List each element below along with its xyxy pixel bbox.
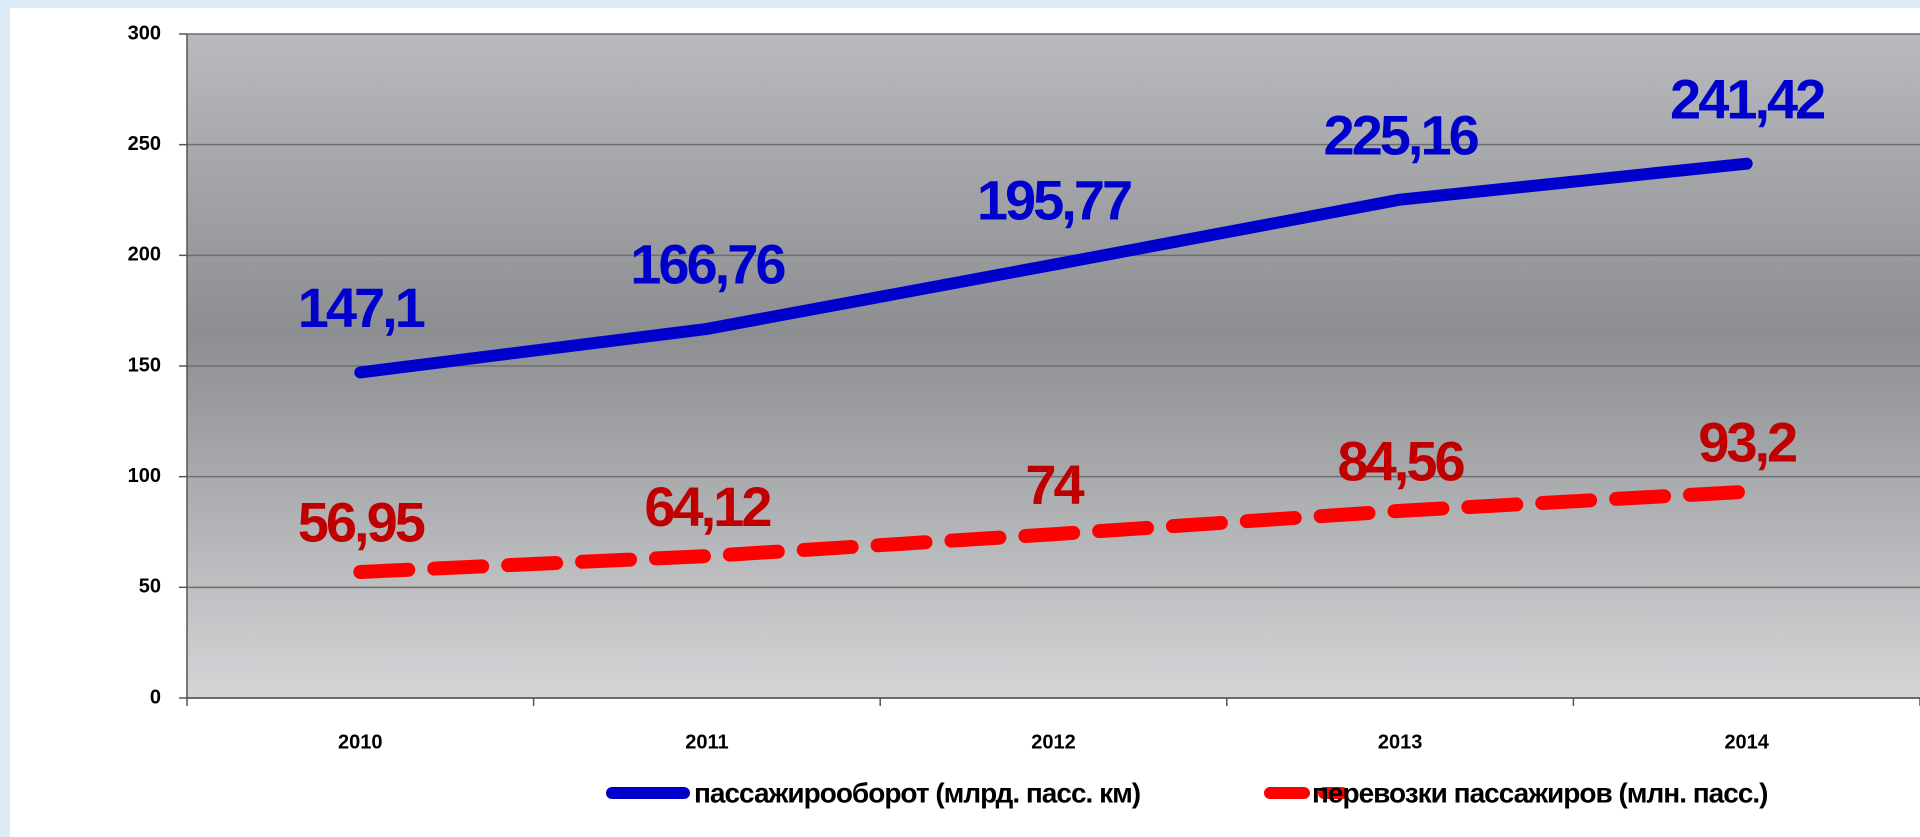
x-tick-label: 2012	[1031, 731, 1076, 753]
data-label: 84,56	[1338, 430, 1465, 493]
data-label: 147,1	[298, 276, 425, 339]
series-line	[354, 157, 1753, 379]
data-label: 74	[1025, 453, 1084, 516]
legend-label: пассажирооборот (млрд. пасс. км)	[694, 777, 1140, 808]
data-label: 195,77	[977, 168, 1131, 231]
data-label: 56,95	[298, 491, 425, 554]
data-label: 93,2	[1698, 411, 1796, 474]
y-tick-label: 50	[139, 576, 161, 598]
y-tick-label: 200	[128, 244, 161, 266]
data-label: 225,16	[1323, 103, 1478, 166]
y-tick-label: 100	[128, 465, 161, 487]
y-tick-label: 300	[128, 22, 161, 44]
y-tick-label: 0	[150, 686, 161, 708]
x-tick-label: 2013	[1378, 731, 1423, 753]
y-tick-label: 250	[128, 133, 161, 155]
y-tick-label: 150	[128, 354, 161, 376]
data-label: 64,12	[644, 475, 770, 538]
x-tick-label: 2011	[685, 731, 728, 753]
x-tick-label: 2014	[1724, 731, 1769, 753]
data-label: 241,42	[1670, 67, 1824, 130]
data-label: 166,76	[630, 233, 785, 296]
series-line	[353, 484, 1754, 579]
legend-label: перевозки пассажиров (млн. пасс.)	[1312, 777, 1768, 808]
x-tick-label: 2010	[338, 731, 383, 753]
